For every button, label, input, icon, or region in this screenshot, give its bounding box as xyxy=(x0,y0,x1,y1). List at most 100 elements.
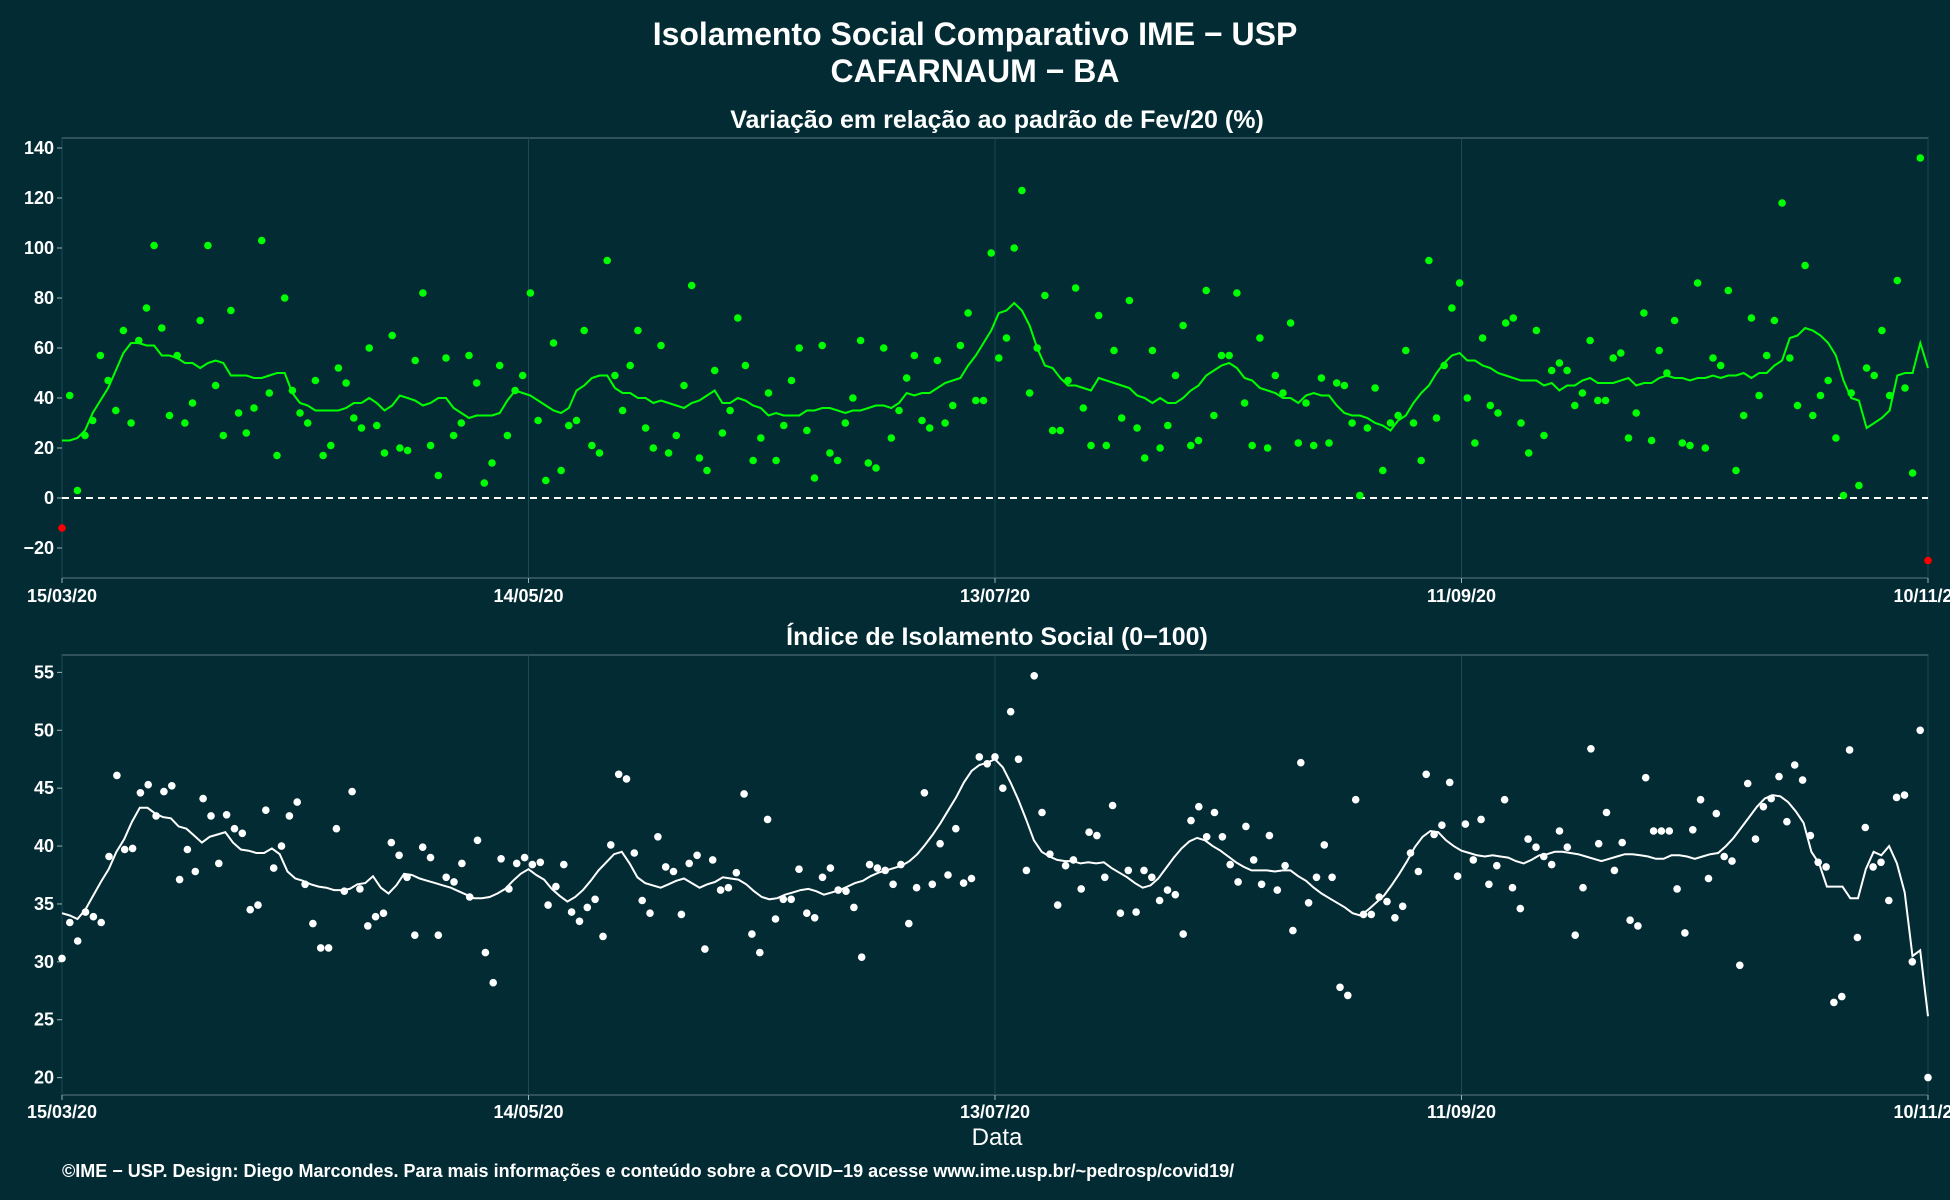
data-point xyxy=(842,887,850,895)
data-point xyxy=(1736,961,1744,970)
data-point xyxy=(97,918,105,927)
data-point xyxy=(1440,361,1448,370)
data-point xyxy=(1747,314,1756,322)
data-point xyxy=(724,883,733,892)
data-point xyxy=(695,454,704,462)
data-point xyxy=(1455,279,1464,287)
data-point xyxy=(332,824,341,833)
data-point xyxy=(1077,885,1085,893)
data-point xyxy=(1893,276,1902,285)
data-point xyxy=(1594,396,1602,405)
data-point xyxy=(1775,772,1783,781)
data-point xyxy=(58,524,66,532)
data-point xyxy=(1425,256,1433,265)
data-point xyxy=(265,389,274,397)
data-point xyxy=(104,376,112,385)
data-point xyxy=(1286,319,1295,327)
data-point xyxy=(959,879,968,887)
data-point xyxy=(211,381,220,390)
data-point xyxy=(528,860,537,869)
data-point xyxy=(944,871,952,879)
data-point xyxy=(565,421,573,430)
data-point xyxy=(1271,371,1280,380)
data-point xyxy=(1601,396,1610,405)
y-tick-label: 40 xyxy=(34,388,54,408)
data-point xyxy=(1386,419,1395,427)
data-point xyxy=(1071,284,1080,292)
data-point xyxy=(749,456,757,465)
data-point xyxy=(254,901,262,909)
data-point xyxy=(204,241,212,250)
data-point xyxy=(591,895,599,904)
data-point xyxy=(918,416,926,425)
data-point xyxy=(1242,822,1250,831)
data-point xyxy=(772,456,780,465)
data-point xyxy=(1218,833,1227,841)
data-point xyxy=(1014,755,1023,763)
y-tick-label: 120 xyxy=(24,188,54,208)
data-point xyxy=(1010,244,1018,252)
data-point xyxy=(810,474,819,482)
data-point xyxy=(1778,199,1786,207)
data-point xyxy=(873,864,882,872)
data-point xyxy=(1025,389,1034,397)
data-point xyxy=(1686,441,1694,450)
data-point xyxy=(136,789,145,797)
data-point xyxy=(534,416,542,425)
data-point xyxy=(1367,910,1376,919)
data-point xyxy=(1061,861,1070,870)
data-point xyxy=(771,915,780,923)
data-point xyxy=(1578,389,1587,397)
data-point xyxy=(941,419,949,427)
data-point xyxy=(1391,914,1399,922)
data-point xyxy=(342,379,350,387)
data-point xyxy=(734,314,742,322)
data-point xyxy=(818,873,827,882)
panel-2-title: Índice de Isolamento Social (0−100) xyxy=(786,622,1208,651)
x-tick-label: 10/11/20 xyxy=(1893,586,1950,606)
data-point xyxy=(1148,346,1157,355)
data-point xyxy=(1018,186,1026,195)
data-point xyxy=(1555,359,1564,367)
data-point xyxy=(1132,908,1140,916)
data-point xyxy=(1445,778,1454,787)
data-point xyxy=(703,466,711,475)
data-point xyxy=(552,882,560,891)
data-point xyxy=(1056,426,1065,435)
data-point xyxy=(928,880,937,889)
data-point xyxy=(1402,346,1410,355)
y-tick-label: 20 xyxy=(34,1068,54,1088)
data-point xyxy=(1179,930,1187,938)
data-point xyxy=(795,344,803,352)
data-point xyxy=(334,364,343,372)
data-point xyxy=(1663,369,1671,377)
data-point xyxy=(787,895,795,904)
data-point xyxy=(1225,351,1233,360)
data-point xyxy=(1312,873,1321,882)
data-point xyxy=(96,351,105,360)
data-point xyxy=(664,449,673,457)
data-point xyxy=(936,839,944,848)
data-point xyxy=(364,922,372,930)
data-point xyxy=(865,860,874,869)
panel-1-variation-chart: 15/03/20 14/05/20 13/07/20 11/09/20 10/11/20… xyxy=(23,137,1950,606)
data-point xyxy=(1117,414,1126,422)
data-point xyxy=(1916,726,1924,735)
data-point xyxy=(1924,1073,1932,1082)
data-point xyxy=(81,431,89,440)
data-point xyxy=(1701,444,1710,452)
data-point xyxy=(296,409,304,417)
data-point xyxy=(925,424,934,432)
data-point xyxy=(1257,880,1266,889)
data-point xyxy=(1256,334,1264,342)
data-point xyxy=(1632,409,1640,417)
data-point xyxy=(887,434,896,442)
data-point xyxy=(536,858,545,867)
data-point xyxy=(810,914,819,922)
data-point xyxy=(833,456,842,465)
moving-average-line xyxy=(62,301,1929,442)
data-point xyxy=(388,331,397,340)
data-point xyxy=(1002,334,1011,342)
data-point xyxy=(1041,291,1049,300)
data-point xyxy=(379,909,388,917)
